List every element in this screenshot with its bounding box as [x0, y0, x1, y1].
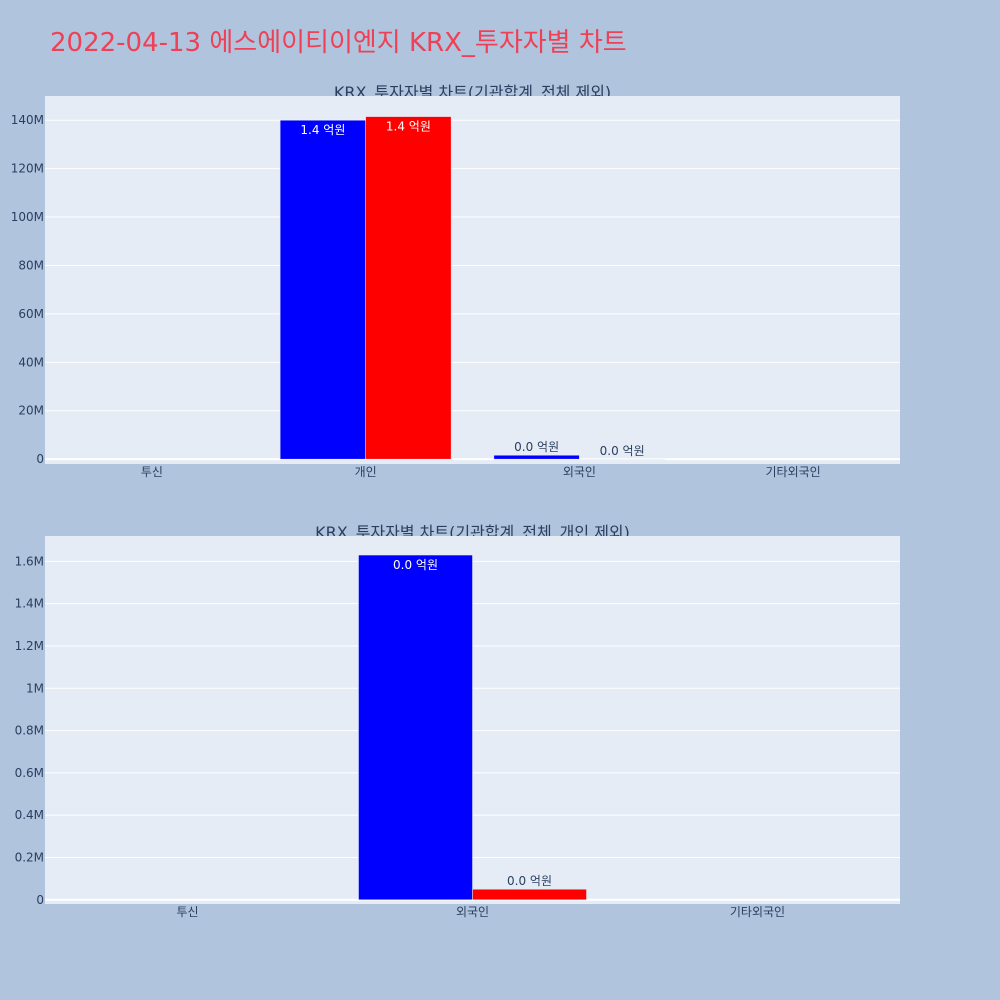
y-tick-label: 140M	[11, 113, 44, 127]
y-tick-label: 0.4M	[15, 808, 44, 822]
bar	[472, 888, 587, 901]
data-label: 0.0 억원	[393, 558, 438, 572]
bar	[365, 116, 452, 460]
x-tick-label: 기타외국인	[766, 465, 821, 479]
page-title: 2022-04-13 에스에이티이엔지 KRX_투자자별 차트	[50, 28, 627, 58]
y-tick-label: 0	[36, 452, 44, 466]
y-tick-label: 60M	[18, 307, 44, 321]
data-label: 0.0 억원	[507, 874, 552, 888]
y-tick-label: 0.6M	[15, 766, 44, 780]
y-tick-label: 40M	[18, 355, 44, 369]
x-tick-label: 투신	[141, 465, 163, 479]
x-tick-label: 기타외국인	[730, 905, 785, 919]
y-tick-label: 100M	[11, 210, 44, 224]
x-tick-label: 개인	[355, 465, 377, 479]
data-label: 0.0 억원	[600, 444, 645, 458]
data-label: 1.4 억원	[386, 120, 431, 134]
x-tick-label: 외국인	[456, 905, 489, 919]
y-tick-label: 1.6M	[15, 554, 44, 568]
y-tick-label: 80M	[18, 258, 44, 272]
y-tick-label: 20M	[18, 404, 44, 418]
chart-1: 0 20M 40M 60M 80M 100M 120M 140M 투신 개인 1.4 억원 1.4 억…	[11, 96, 900, 479]
x-tick-label: 투신	[176, 905, 198, 919]
bar	[358, 554, 473, 901]
x-tick-label: 외국인	[563, 465, 596, 479]
y-tick-label: 1M	[26, 681, 44, 695]
bar	[493, 454, 580, 460]
data-label: 1.4 억원	[300, 123, 345, 137]
y-tick-label: 0	[36, 893, 44, 907]
y-tick-label: 1.4M	[15, 597, 44, 611]
bar	[279, 119, 366, 460]
plot-area	[45, 96, 900, 464]
y-tick-label: 120M	[11, 162, 44, 176]
data-label: 0.0 억원	[514, 440, 559, 454]
y-tick-label: 0.8M	[15, 724, 44, 738]
y-tick-label: 0.2M	[15, 850, 44, 864]
y-tick-label: 1.2M	[15, 639, 44, 653]
